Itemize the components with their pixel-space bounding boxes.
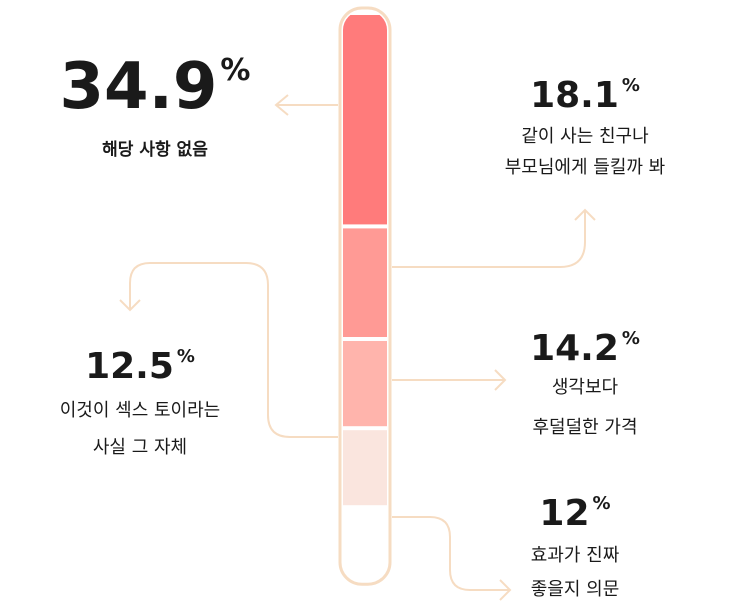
connector-arrow	[119, 262, 338, 438]
tube-segment	[343, 509, 387, 582]
value-number: 34.9	[60, 50, 218, 124]
value-number: 14.2	[530, 328, 619, 369]
category-label: 효과가 진짜	[531, 545, 620, 566]
category-label: 후덜덜한 가격	[532, 417, 637, 438]
category-label: 부모님에게 들킬까 봐	[505, 157, 665, 178]
category-label: 같이 사는 친구나	[521, 126, 648, 147]
value-unit: %	[177, 346, 195, 367]
value-label: 12.5%	[85, 346, 195, 387]
tube-segment	[343, 15, 387, 225]
category-label: 좋을지 의문	[531, 579, 620, 600]
value-label: 14.2%	[530, 328, 640, 369]
tube-segment	[343, 430, 387, 506]
connector-arrow	[392, 369, 507, 391]
value-label: 12%	[539, 493, 610, 534]
value-unit: %	[622, 328, 640, 349]
value-unit: %	[593, 493, 611, 514]
connector-arrow	[274, 94, 338, 116]
connector-arrow	[392, 516, 512, 601]
tube-segment	[343, 228, 387, 337]
value-label: 34.9%	[60, 50, 251, 124]
category-label: 사실 그 자체	[93, 437, 187, 458]
value-number: 12	[539, 493, 589, 534]
category-label: 생각보다	[552, 377, 619, 398]
category-label: 해당 사항 없음	[102, 139, 208, 160]
value-unit: %	[622, 75, 640, 96]
tube-segment	[343, 341, 387, 427]
category-label: 이것이 섹스 토이라는	[60, 400, 220, 421]
connector-arrow	[392, 208, 596, 268]
value-unit: %	[220, 52, 250, 87]
value-label: 18.1%	[530, 75, 640, 116]
value-number: 18.1	[530, 75, 619, 116]
value-number: 12.5	[85, 346, 174, 387]
